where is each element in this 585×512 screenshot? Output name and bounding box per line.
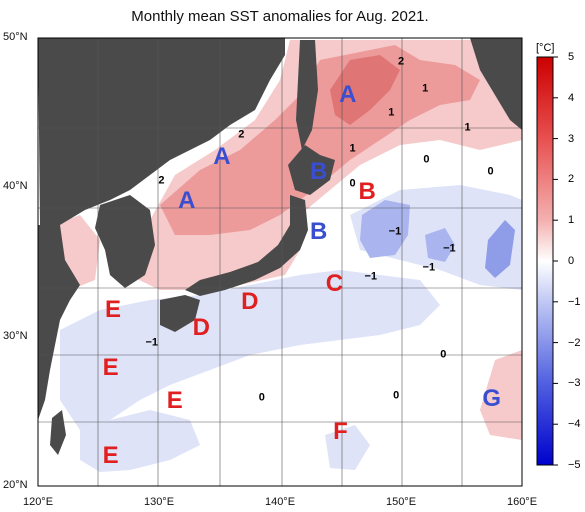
colorbar-tick-label: 2 bbox=[568, 173, 575, 186]
contour-value-label: 0 bbox=[440, 348, 447, 361]
land-taiwan bbox=[50, 410, 66, 455]
contour-value-label: −1 bbox=[388, 225, 402, 238]
colorbar-tick-label: 4 bbox=[568, 91, 575, 104]
longitude-label: 130°E bbox=[143, 496, 175, 508]
longitude-label: 140°E bbox=[264, 496, 296, 508]
region-label: B bbox=[358, 177, 376, 205]
land-kamchatka bbox=[470, 38, 522, 130]
cool-anomaly-core-1 bbox=[360, 200, 410, 258]
contour-value-label: 0 bbox=[349, 177, 356, 190]
contour-value-label: 0 bbox=[393, 389, 400, 402]
contour-value-label: 2 bbox=[238, 128, 245, 141]
longitude-label: 160°E bbox=[506, 496, 538, 508]
region-label: B bbox=[310, 158, 328, 186]
lat-lon-grid bbox=[38, 38, 522, 486]
colorbar-tick-label: −2 bbox=[568, 336, 581, 349]
contour-value-label: 1 bbox=[464, 121, 471, 134]
colorbar-tick-marks bbox=[553, 56, 558, 466]
contour-value-label: −1 bbox=[145, 336, 159, 349]
contour-value-label: 2 bbox=[397, 55, 405, 68]
cool-anomaly-core-2 bbox=[485, 220, 515, 278]
region-label: F bbox=[333, 418, 348, 446]
region-label: E bbox=[166, 386, 183, 414]
colorbar-tick-label: −3 bbox=[568, 377, 581, 390]
warm-anomaly-core-2 bbox=[330, 55, 400, 125]
region-label: A bbox=[213, 143, 231, 171]
colorbar-tick-label: 1 bbox=[568, 214, 575, 227]
latitude-label: 20°N bbox=[3, 479, 28, 491]
latitude-label: 30°N bbox=[3, 329, 28, 342]
map-title: Monthly mean SST anomalies for Aug. 2021… bbox=[131, 8, 429, 25]
contour-value-label: 2 bbox=[158, 174, 165, 187]
region-label: A bbox=[339, 80, 357, 108]
land-kyushu-shikoku bbox=[160, 295, 200, 332]
colorbar bbox=[536, 56, 554, 466]
region-label: A bbox=[178, 186, 196, 214]
region-label: B bbox=[310, 218, 328, 246]
land-honshu bbox=[185, 195, 308, 296]
contour-value-label: −1 bbox=[443, 242, 456, 255]
contour-value-label: 1 bbox=[422, 82, 429, 95]
latitude-label: 50°N bbox=[3, 31, 28, 43]
contour-value-label: 1 bbox=[388, 106, 395, 119]
region-label: D bbox=[192, 313, 211, 341]
region-label: E bbox=[102, 442, 119, 470]
contour-value-label: −1 bbox=[422, 261, 436, 274]
contour-value-label: 0 bbox=[487, 165, 494, 178]
region-label: E bbox=[102, 354, 119, 382]
warm-anomaly-core-1 bbox=[160, 45, 480, 235]
cool-anomaly-core-3 bbox=[425, 228, 455, 262]
colorbar-tick-label: −5 bbox=[568, 459, 581, 471]
region-label: G bbox=[482, 385, 502, 413]
region-label: D bbox=[241, 288, 259, 316]
contour-value-label: 1 bbox=[349, 142, 356, 154]
cool-anomaly-south bbox=[80, 410, 200, 472]
longitude-label: 120°E bbox=[22, 496, 54, 508]
colorbar-unit-label: [°C] bbox=[536, 42, 555, 54]
contour-value-label: 0 bbox=[258, 391, 265, 404]
contour-value-label: 0 bbox=[423, 153, 430, 166]
cool-anomaly-south-patch bbox=[325, 425, 370, 470]
region-label: E bbox=[105, 295, 122, 323]
map-frame bbox=[37, 37, 523, 487]
colorbar-tick-label: 0 bbox=[568, 255, 575, 267]
latitude-label: 40°N bbox=[3, 180, 28, 193]
warm-anomaly-east bbox=[480, 350, 522, 440]
longitude-label: 150°E bbox=[385, 496, 417, 508]
contour-value-label: −1 bbox=[364, 270, 378, 283]
cool-anomaly-kuroshio bbox=[60, 270, 440, 430]
land-asia-mainland bbox=[38, 38, 285, 225]
land-hokkaido bbox=[288, 145, 335, 195]
land-china-coast bbox=[38, 225, 80, 420]
colorbar-tick-label: −1 bbox=[568, 295, 581, 308]
colorbar-tick-label: −4 bbox=[568, 418, 581, 431]
colorbar-tick-label: 5 bbox=[568, 51, 575, 63]
region-label: C bbox=[325, 270, 344, 298]
land-sakhalin bbox=[296, 40, 318, 150]
colorbar-tick-label: 3 bbox=[568, 132, 575, 145]
land-korea bbox=[95, 195, 155, 288]
